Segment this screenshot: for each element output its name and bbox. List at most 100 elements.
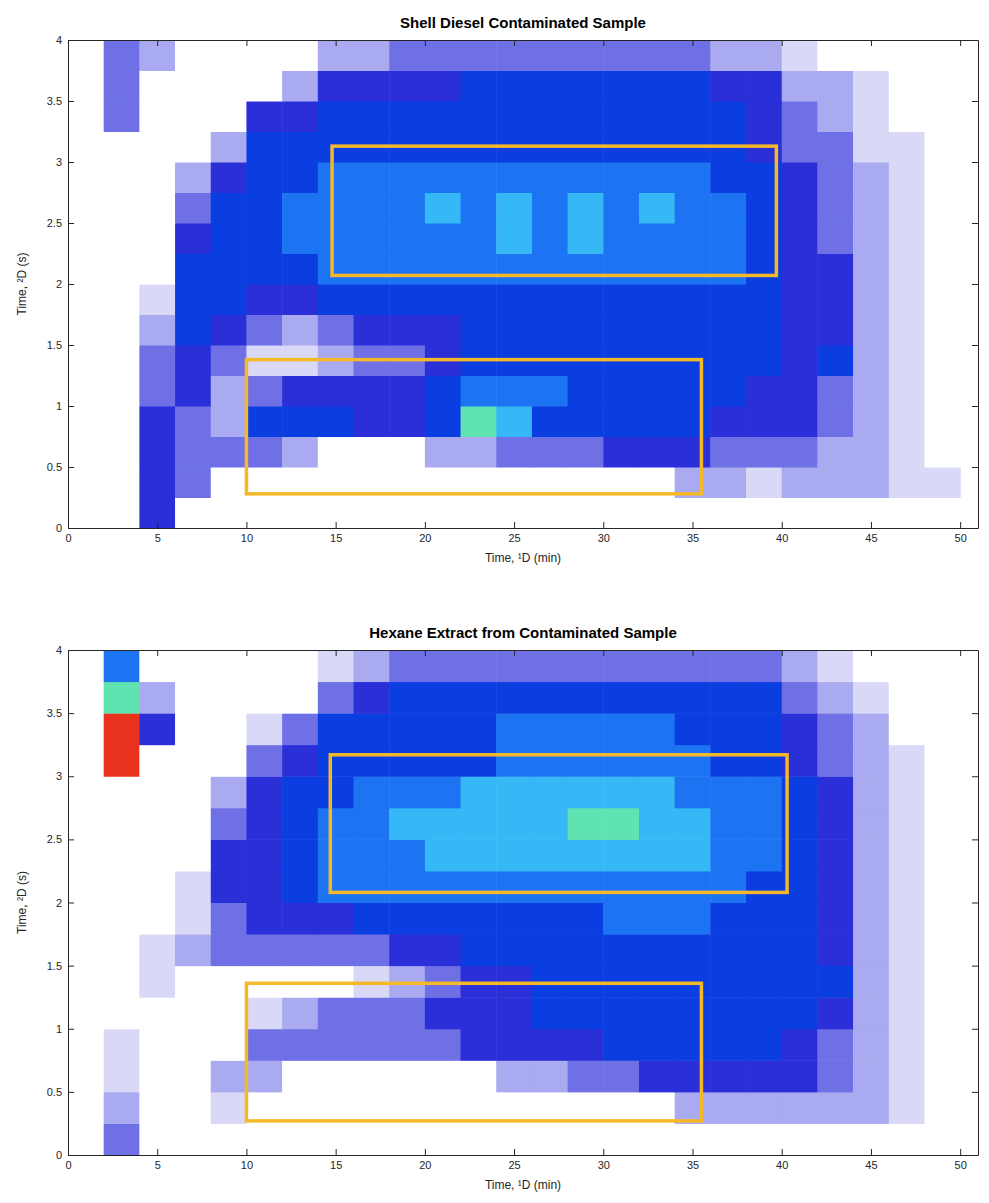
heatmap-cell	[603, 1123, 639, 1155]
heatmap-cell	[782, 193, 818, 224]
x-axis-title: Time, ¹D (min)	[485, 1178, 561, 1192]
heatmap-cell	[461, 223, 497, 254]
tick	[972, 223, 978, 224]
tick: 25	[508, 522, 520, 544]
tick-mark	[68, 1029, 74, 1030]
heatmap-cell	[889, 903, 925, 935]
tick-label: 2	[56, 278, 62, 290]
heatmap-cell	[782, 682, 818, 714]
heatmap-cell	[139, 254, 175, 285]
heatmap-cell	[175, 1029, 211, 1061]
heatmap-cell	[603, 437, 639, 468]
heatmap-cell	[461, 745, 497, 777]
tick-mark	[68, 162, 74, 163]
heatmap-cell	[746, 903, 782, 935]
heatmap-cell	[496, 997, 532, 1029]
tick-mark	[960, 650, 961, 656]
heatmap-cell	[532, 1123, 568, 1155]
heatmap-cell	[924, 498, 960, 529]
heatmap-cell	[853, 193, 889, 224]
heatmap-cell	[282, 808, 318, 840]
heatmap-cell	[211, 132, 247, 163]
heatmap-cell	[889, 934, 925, 966]
heatmap-cell	[211, 1060, 247, 1092]
tick	[871, 650, 872, 656]
tick-mark	[960, 40, 961, 46]
heatmap-cell	[532, 650, 568, 682]
heatmap-cell	[889, 650, 925, 682]
heatmap-cell	[318, 101, 354, 132]
heatmap-cell	[710, 808, 746, 840]
heatmap-cell	[425, 1029, 461, 1061]
heatmap-cell	[139, 315, 175, 346]
heatmap-cell	[211, 40, 247, 71]
heatmap-cell	[425, 934, 461, 966]
heatmap-cell	[924, 1060, 960, 1092]
heatmap-cell	[889, 40, 925, 71]
heatmap-cell	[817, 776, 853, 808]
tick-mark	[157, 522, 158, 528]
heatmap-cell	[246, 1123, 282, 1155]
tick	[972, 528, 978, 529]
heatmap-cell	[68, 650, 104, 682]
heatmap-cell	[282, 71, 318, 102]
heatmap-cell	[568, 997, 604, 1029]
heatmap-cell	[924, 162, 960, 193]
heatmap-cell	[603, 223, 639, 254]
heatmap-cell	[853, 713, 889, 745]
heatmap-cell	[782, 223, 818, 254]
heatmap-cell	[532, 40, 568, 71]
heatmap-cell	[924, 254, 960, 285]
heatmap-cell	[425, 193, 461, 224]
heatmap-cell	[282, 406, 318, 437]
heatmap-cell	[924, 437, 960, 468]
heatmap-cell	[282, 776, 318, 808]
panel: 0510152025303540455000.511.522.533.54Hex…	[15, 624, 979, 1192]
tick-mark	[972, 40, 978, 41]
tick	[972, 650, 978, 651]
heatmap-cell	[425, 406, 461, 437]
heatmap-cell	[496, 776, 532, 808]
heatmap-cell	[603, 71, 639, 102]
heatmap-cell	[532, 162, 568, 193]
tick-mark	[603, 522, 604, 528]
heatmap-cell	[853, 467, 889, 498]
tick-mark	[246, 40, 247, 46]
heatmap-cell	[889, 808, 925, 840]
heatmap-cell	[710, 776, 746, 808]
heatmap-cell	[139, 284, 175, 315]
heatmap-cell	[496, 871, 532, 903]
heatmap-cell	[318, 839, 354, 871]
heatmap-cell	[246, 437, 282, 468]
heatmap-cell	[746, 713, 782, 745]
heatmap-cell	[318, 713, 354, 745]
heatmap-cell	[532, 682, 568, 714]
heatmap-cell	[639, 101, 675, 132]
heatmap-cell	[924, 776, 960, 808]
tick: 45	[865, 1149, 877, 1171]
heatmap-cell	[425, 284, 461, 315]
heatmap-cell	[175, 1060, 211, 1092]
tick-mark	[425, 1149, 426, 1155]
heatmap-cell	[68, 40, 104, 71]
heatmap-cell	[68, 808, 104, 840]
heatmap-cell	[710, 713, 746, 745]
heatmap-cell	[639, 71, 675, 102]
heatmap-cell	[746, 498, 782, 529]
heatmap-cell	[104, 1060, 140, 1092]
tick-mark	[68, 406, 74, 407]
heatmap-cell	[246, 934, 282, 966]
heatmap-cell	[139, 162, 175, 193]
heatmap-cell	[568, 650, 604, 682]
heatmap-cell	[282, 934, 318, 966]
heatmap-cell	[425, 101, 461, 132]
heatmap-cell	[924, 284, 960, 315]
heatmap-cell	[353, 193, 389, 224]
heatmap-cell	[139, 776, 175, 808]
heatmap-cell	[924, 713, 960, 745]
heatmap-cell	[282, 498, 318, 529]
heatmap-cell	[353, 682, 389, 714]
heatmap-cell	[853, 682, 889, 714]
heatmap-cell	[639, 839, 675, 871]
heatmap-cell	[603, 406, 639, 437]
